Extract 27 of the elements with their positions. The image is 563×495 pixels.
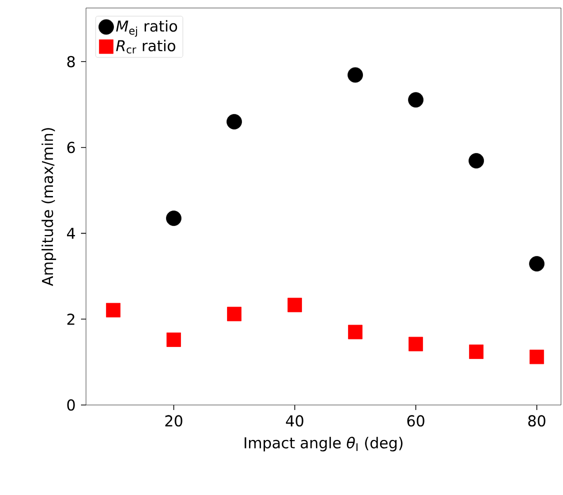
point [348, 324, 362, 340]
point [468, 153, 484, 168]
point [408, 92, 424, 108]
point [348, 67, 363, 83]
y-tick-label: 4 [67, 228, 75, 239]
legend-label: M$_{ej}$ ratio [116, 20, 178, 37]
point [529, 256, 544, 272]
point [166, 210, 182, 226]
y-axis-title: Amplitude (max/min) [42, 128, 56, 286]
point [530, 350, 544, 364]
x-tick-label: 40 [286, 415, 304, 427]
point [106, 302, 120, 318]
y-tick-label: 8 [67, 56, 75, 68]
point [226, 114, 242, 130]
x-tick-label: 20 [165, 415, 182, 427]
y-tick-label: 2 [67, 314, 74, 325]
x-tick-label: 80 [528, 415, 546, 427]
point [288, 298, 302, 312]
point [227, 306, 242, 322]
x-tick-label: 60 [407, 415, 424, 427]
x-axis-title: Impact angle θ$_{I}$ (deg) [244, 436, 402, 452]
legend-label: R$_{cr}$ ratio [116, 40, 176, 54]
point [408, 336, 423, 352]
point [469, 344, 484, 359]
y-tick-label: 6 [67, 142, 75, 154]
y-tick-label: 0 [67, 399, 75, 411]
point [166, 332, 181, 347]
